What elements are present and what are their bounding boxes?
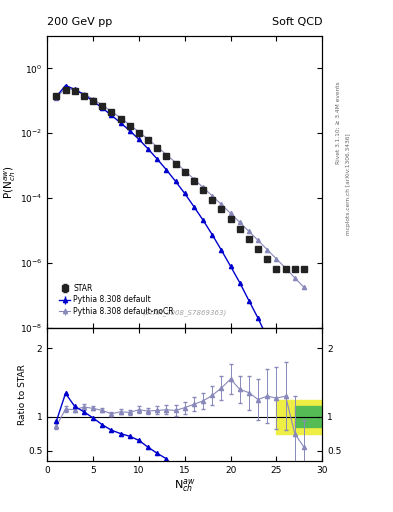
Text: Rivet 3.1.10; ≥ 3.4M events: Rivet 3.1.10; ≥ 3.4M events (336, 81, 341, 164)
Text: 200 GeV pp: 200 GeV pp (47, 17, 112, 27)
X-axis label: N$_{ch}^{aw}$: N$_{ch}^{aw}$ (174, 477, 195, 495)
Legend: STAR, Pythia 8.308 default, Pythia 8.308 default-noCR: STAR, Pythia 8.308 default, Pythia 8.308… (57, 282, 176, 318)
Text: mcplots.cern.ch [arXiv:1306.3436]: mcplots.cern.ch [arXiv:1306.3436] (346, 134, 351, 235)
Text: (STAR_2008_S7869363): (STAR_2008_S7869363) (143, 310, 227, 316)
Y-axis label: P(N$_{ch}^{aw}$): P(N$_{ch}^{aw}$) (3, 165, 18, 199)
Text: Soft QCD: Soft QCD (272, 17, 322, 27)
Y-axis label: Ratio to STAR: Ratio to STAR (18, 364, 27, 425)
